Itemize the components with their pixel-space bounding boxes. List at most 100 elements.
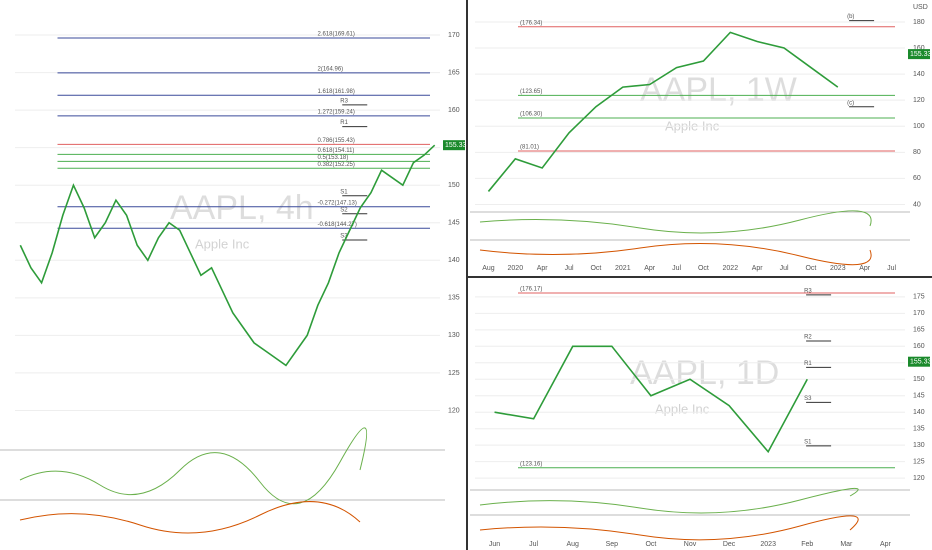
y-tick-label: 150 (448, 182, 460, 189)
level-label: (106.30) (520, 112, 542, 118)
price-tag-label: 155.33 (910, 359, 932, 366)
indicator (19, 427, 368, 505)
x-tick-label: Jul (565, 265, 574, 272)
y-tick-label: 60 (913, 175, 921, 182)
x-tick-label: Jul (529, 541, 538, 548)
x-tick-label: Feb (801, 541, 813, 548)
y-tick-label: 120 (913, 475, 925, 482)
price-tag (908, 49, 930, 60)
x-tick-label: Jul (887, 265, 896, 272)
watermark-subtitle: Apple Inc (195, 236, 250, 251)
x-tick-label: 2022 (723, 265, 739, 272)
x-tick-label: Oct (805, 265, 816, 272)
indicator (479, 210, 872, 234)
level-label: 1.618(161.98) (318, 89, 355, 95)
level-label: -0.272(147.13) (318, 200, 357, 206)
level-label: (123.65) (520, 89, 542, 95)
indicator (479, 515, 859, 541)
watermark-title: AAPL, 1D (630, 354, 779, 392)
level-label: 0.382(152.25) (318, 162, 355, 168)
level-label: -0.618(144.27) (318, 222, 357, 228)
pivot-label: S2 (340, 207, 348, 213)
level-label: (123.16) (520, 461, 542, 467)
pivot-label: S1 (804, 439, 812, 445)
y-tick-label: 175 (913, 294, 925, 301)
x-tick-label: Apr (859, 265, 871, 272)
y-tick-label: 120 (448, 407, 460, 414)
y-tick-label: 40 (913, 201, 921, 208)
pivot-label: R3 (804, 288, 812, 294)
level-label: 0.5(153.18) (318, 155, 349, 161)
watermark-subtitle: Apple Inc (655, 401, 710, 416)
price-tag (908, 356, 930, 367)
x-tick-label: 2021 (615, 265, 631, 272)
x-tick-label: Apr (644, 265, 656, 272)
x-tick-label: Oct (698, 265, 709, 272)
y-tick-label: 130 (913, 442, 925, 449)
indicator (479, 243, 872, 266)
x-tick-label: Jun (489, 541, 500, 548)
y-tick-label: 145 (913, 393, 925, 400)
y-tick-label: 180 (913, 19, 925, 26)
x-tick-label: Jul (780, 265, 789, 272)
y-tick-label: 120 (913, 97, 925, 104)
watermark-title: AAPL, 1W (640, 71, 797, 109)
x-tick-label: Nov (684, 541, 697, 548)
x-tick-label: Apr (880, 541, 892, 548)
pivot-label: R1 (804, 361, 812, 367)
x-tick-label: Sep (606, 541, 619, 548)
level-label: (176.17) (520, 287, 542, 293)
pivot-label: R3 (340, 98, 348, 104)
pivot-label: (b) (847, 14, 854, 20)
y-tick-label: 150 (913, 376, 925, 383)
level-label: 1.272(159.24) (318, 109, 355, 115)
level-label: 0.618(154.11) (318, 148, 355, 154)
indicator (19, 501, 361, 534)
indicator (479, 487, 859, 514)
x-tick-label: Apr (537, 265, 549, 272)
y-tick-label: 125 (913, 458, 925, 465)
x-tick-label: Jul (672, 265, 681, 272)
currency: USD (913, 4, 928, 11)
y-tick-label: 140 (448, 257, 460, 264)
y-tick-label: 160 (448, 107, 460, 114)
x-tick-label: Oct (645, 541, 656, 548)
price-tag-label: 155.33 (910, 51, 932, 58)
y-tick-label: 125 (448, 370, 460, 377)
level-label: 2.618(169.61) (318, 32, 355, 38)
pivot-label: (c) (847, 100, 854, 106)
x-tick-label: Apr (752, 265, 764, 272)
y-tick-label: 145 (448, 220, 460, 227)
y-tick-label: 135 (913, 426, 925, 433)
watermark-title: AAPL, 4h (170, 189, 314, 227)
y-tick-label: 135 (448, 295, 460, 302)
x-tick-label: 2023 (830, 265, 846, 272)
price-line (487, 31, 839, 192)
pivot-label: S3 (804, 396, 812, 402)
pivot-label: R2 (804, 335, 812, 341)
pivot-label: S1 (340, 189, 348, 195)
price-tag-label: 155.33 (445, 142, 467, 149)
price-line (494, 345, 808, 454)
y-tick-label: 160 (913, 343, 925, 350)
y-tick-label: 130 (448, 332, 460, 339)
x-tick-label: Dec (723, 541, 736, 548)
level-label: 0.786(155.43) (318, 138, 355, 144)
level-label: (81.01) (520, 145, 539, 151)
y-tick-label: 140 (913, 71, 925, 78)
x-tick-label: Mar (840, 541, 853, 548)
y-tick-label: 170 (913, 310, 925, 317)
y-tick-label: 160 (913, 45, 925, 52)
x-tick-label: 2023 (760, 541, 776, 548)
y-tick-label: 170 (448, 32, 460, 39)
x-tick-label: 2020 (508, 265, 524, 272)
y-tick-label: 100 (913, 123, 925, 130)
x-tick-label: Aug (482, 265, 495, 272)
level-label: (176.34) (520, 20, 542, 26)
y-tick-label: 80 (913, 149, 921, 156)
y-tick-label: 165 (913, 327, 925, 334)
x-tick-label: Aug (566, 541, 579, 548)
x-tick-label: Oct (590, 265, 601, 272)
pivot-label: R1 (340, 120, 348, 126)
